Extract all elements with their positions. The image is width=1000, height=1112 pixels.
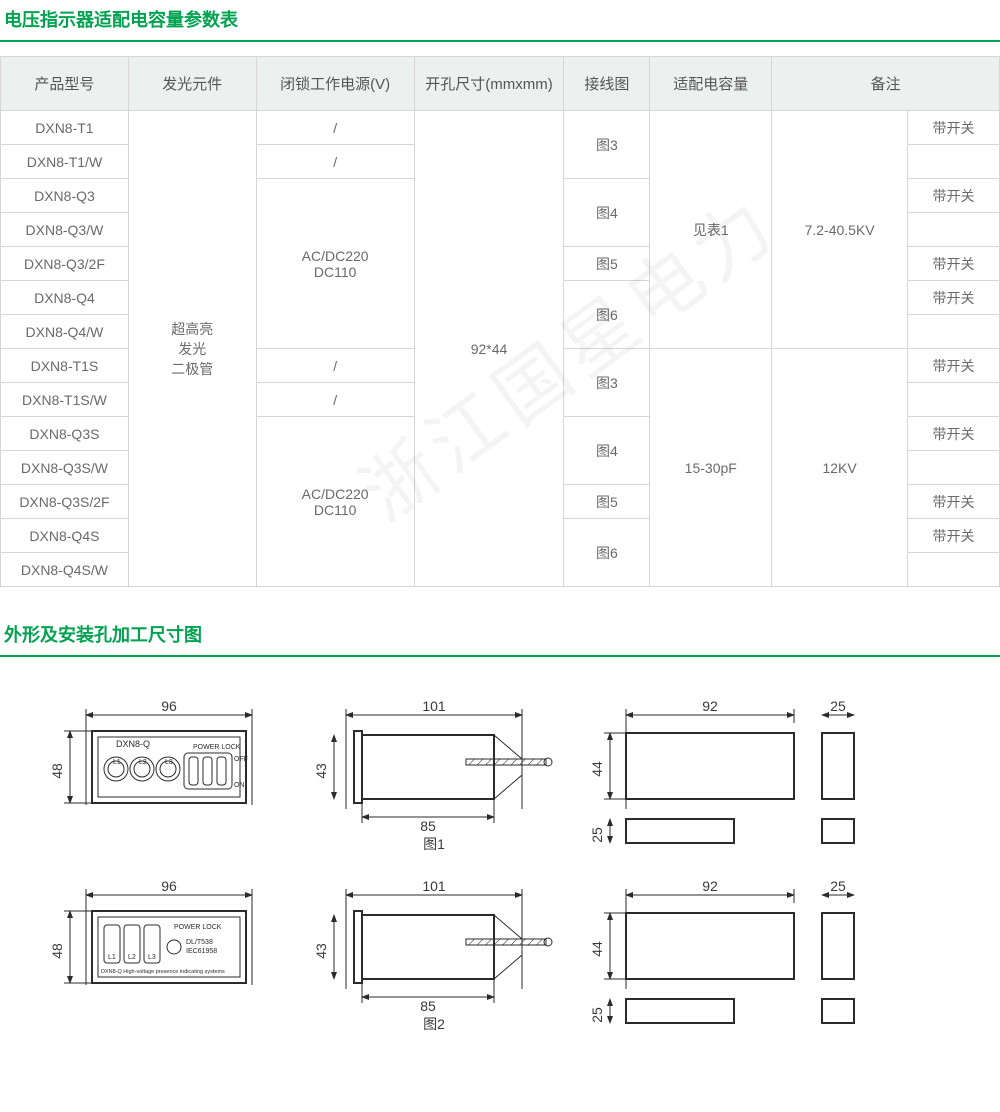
cell-voltage: 12KV [772,349,908,587]
cell-note: 带开关 [908,179,1000,213]
dim-43a: 43 [313,763,329,779]
dim-85a: 85 [420,818,436,834]
l2-b: L2 [128,954,136,961]
cell-note: 带开关 [908,417,1000,451]
cell-note [908,451,1000,485]
cell-model: DXN8-Q3S [1,417,129,451]
cell-model: DXN8-Q3S/2F [1,485,129,519]
cell-note: 带开关 [908,247,1000,281]
dim-96b: 96 [161,878,177,894]
dim-48b: 48 [49,943,65,959]
on-label: ON [234,782,245,789]
params-table: 产品型号 发光元件 闭锁工作电源(V) 开孔尺寸(mmxmm) 接线图 适配电容… [0,56,1000,587]
cell-wiring: 图5 [564,485,650,519]
col-power: 闭锁工作电源(V) [256,57,414,111]
cell-note: 带开关 [908,519,1000,553]
cell-wiring: 图3 [564,111,650,179]
cell-note [908,213,1000,247]
cell-wiring: 图4 [564,417,650,485]
table-row: DXN8-T1 超高亮 发光 二极管 / 92*44 图3 见表1 7.2-40… [1,111,1000,145]
cell-model: DXN8-T1 [1,111,129,145]
dim-96: 96 [161,698,177,714]
dim-25w-b: 25 [830,878,846,894]
dim-92a: 92 [702,698,718,714]
l1-label: L1 [113,759,121,766]
l3-label: L3 [165,759,173,766]
fig1-label: 图1 [423,836,445,852]
cell-note [908,145,1000,179]
cell-led: 超高亮 发光 二极管 [128,111,256,587]
cell-cap: 见表1 [650,111,772,349]
cell-model: DXN8-Q4S [1,519,129,553]
dim-101b: 101 [422,878,446,894]
l3-b: L3 [148,954,156,961]
col-cap: 适配电容量 [650,57,772,111]
dim-25a: 25 [589,827,605,843]
iec-label: IEC61958 [186,948,217,955]
cell-model: DXN8-Q3 [1,179,129,213]
cell-note: 带开关 [908,349,1000,383]
l2-label: L2 [139,759,147,766]
cell-wiring: 图5 [564,247,650,281]
table-header-row: 产品型号 发光元件 闭锁工作电源(V) 开孔尺寸(mmxmm) 接线图 适配电容… [1,57,1000,111]
cell-wiring: 图6 [564,281,650,349]
powerlock-label: POWER LOCK [193,744,241,751]
l1-b: L1 [108,954,116,961]
cell-wiring: 图4 [564,179,650,247]
dim-25b: 25 [589,1007,605,1023]
cell-wiring: 图3 [564,349,650,417]
cell-model: DXN8-T1/W [1,145,129,179]
section-title-params: 电压指示器适配电容量参数表 [0,0,1000,42]
dim-43b: 43 [313,943,329,959]
cell-model: DXN8-T1S/W [1,383,129,417]
col-cutout: 开孔尺寸(mmxmm) [414,57,564,111]
dim-25w-a: 25 [830,698,846,714]
cell-power-slash: / [256,111,414,145]
diagrams-wrap: 96 DXN8-Q POWER LOCK L1 L2 L3 OFF ON [0,671,1000,1112]
cell-note: 带开关 [908,111,1000,145]
cell-model: DXN8-Q3S/W [1,451,129,485]
cell-model: DXN8-Q4 [1,281,129,315]
col-model: 产品型号 [1,57,129,111]
section-title-diagrams: 外形及安装孔加工尺寸图 [0,615,1000,657]
cell-model: DXN8-T1S [1,349,129,383]
col-wiring: 接线图 [564,57,650,111]
cell-voltage: 7.2-40.5KV [772,111,908,349]
cell-note [908,553,1000,587]
cell-model: DXN8-Q3/W [1,213,129,247]
fig2-label: 图2 [423,1016,445,1032]
cell-model: DXN8-Q4/W [1,315,129,349]
dim-44b: 44 [589,941,605,957]
dim-44a: 44 [589,761,605,777]
cell-power: AC/DC220 DC110 [256,179,414,349]
cell-note [908,383,1000,417]
col-note: 备注 [772,57,1000,111]
dim-101a: 101 [422,698,446,714]
panel-model-label: DXN8-Q [116,739,150,749]
powerlock-b: POWER LOCK [174,924,222,931]
cell-model: DXN8-Q4S/W [1,553,129,587]
cell-note: 带开关 [908,485,1000,519]
cell-power-slash: / [256,383,414,417]
cell-model: DXN8-Q3/2F [1,247,129,281]
cell-note: 带开关 [908,281,1000,315]
dimension-drawings: 96 DXN8-Q POWER LOCK L1 L2 L3 OFF ON [26,689,966,1069]
dim-48a: 48 [49,763,65,779]
cell-power-slash: / [256,349,414,383]
col-led: 发光元件 [128,57,256,111]
off-label: OFF [234,756,248,763]
cell-cutout: 92*44 [414,111,564,587]
subtitle-label: DXN8-Q High-voltage presence indicating … [101,969,225,975]
cell-power: AC/DC220 DC110 [256,417,414,587]
dlt-label: DL/T538 [186,939,213,946]
cell-note [908,315,1000,349]
cell-power-slash: / [256,145,414,179]
cell-cap: 15-30pF [650,349,772,587]
dim-85b: 85 [420,998,436,1014]
cell-wiring: 图6 [564,519,650,587]
dim-92b: 92 [702,878,718,894]
